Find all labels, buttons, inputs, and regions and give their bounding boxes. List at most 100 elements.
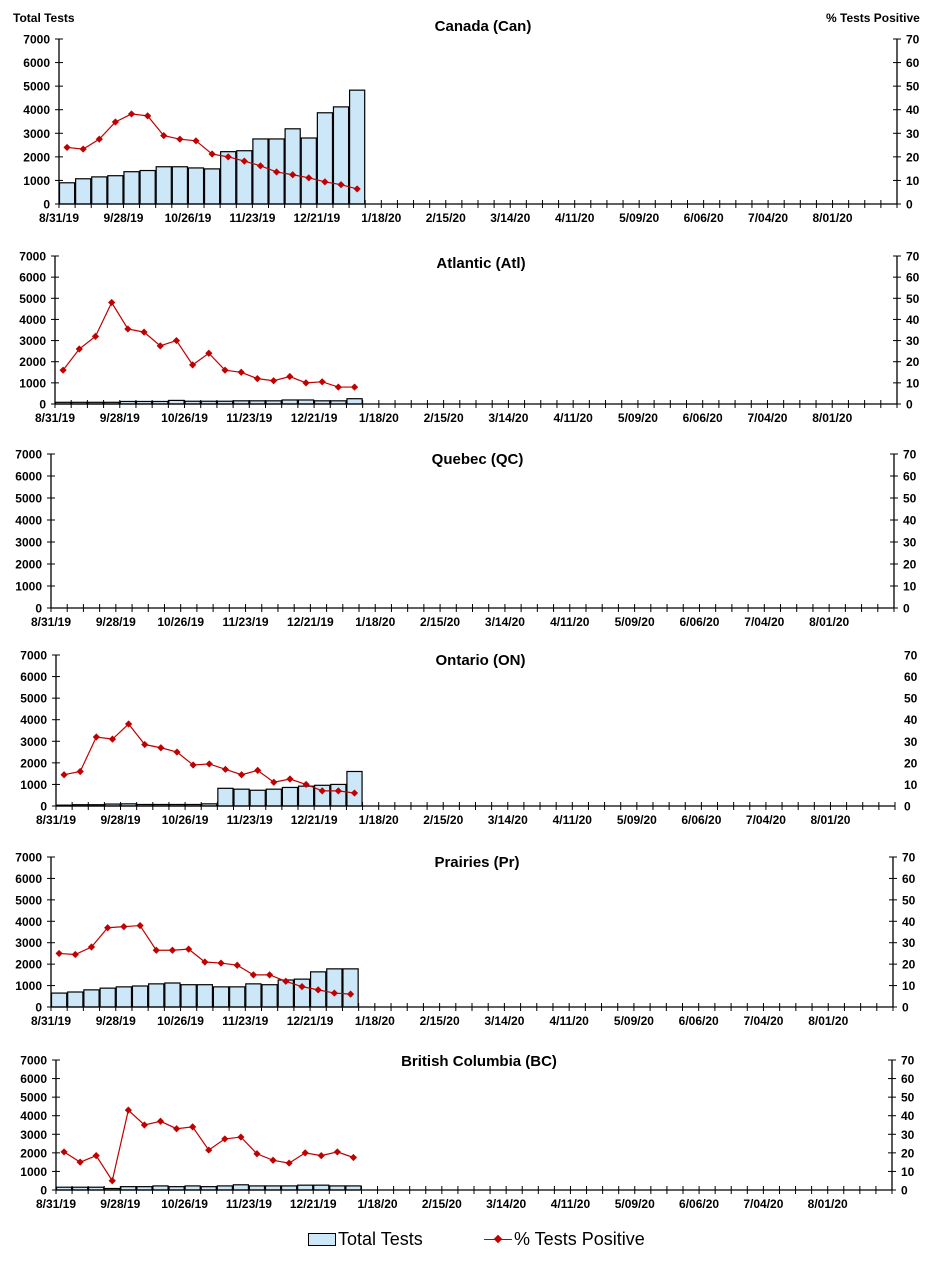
legend-label-percent-positive: % Tests Positive xyxy=(514,1229,645,1249)
x-tick-label: 10/26/19 xyxy=(157,615,204,629)
x-tick-label: 5/09/20 xyxy=(618,411,658,425)
x-tick-label: 11/23/19 xyxy=(226,1197,272,1211)
left-y-tick-label: 7000 xyxy=(19,250,46,264)
marker-percent-positive xyxy=(321,178,329,186)
bar-total-tests xyxy=(300,137,317,205)
x-tick-label: 2/15/20 xyxy=(422,1197,462,1211)
bar-total-tests xyxy=(115,986,133,1008)
x-tick-label: 9/28/19 xyxy=(101,813,141,827)
marker-percent-positive xyxy=(108,1177,116,1185)
x-tick-label: 5/09/20 xyxy=(614,1014,654,1028)
marker-percent-positive xyxy=(224,153,232,161)
right-y-tick-label: 40 xyxy=(901,1109,915,1123)
left-y-tick-label: 4000 xyxy=(23,103,50,117)
bar-total-tests xyxy=(217,787,234,807)
right-y-tick-label: 30 xyxy=(901,1128,915,1142)
x-tick-label: 7/04/20 xyxy=(748,211,788,225)
marker-percent-positive xyxy=(265,971,274,979)
marker-percent-positive xyxy=(63,143,71,152)
marker-percent-positive xyxy=(124,325,132,333)
left-y-tick-label: 3000 xyxy=(15,536,42,550)
left-y-tick-label: 6000 xyxy=(19,271,46,285)
marker-percent-positive xyxy=(301,1149,309,1157)
marker-percent-positive xyxy=(60,1148,68,1156)
marker-percent-positive xyxy=(270,778,278,786)
left-y-tick-label: 6000 xyxy=(20,670,47,684)
x-tick-label: 10/26/19 xyxy=(161,411,208,425)
right-y-tick-label: 70 xyxy=(904,649,918,663)
marker-percent-positive xyxy=(157,744,165,752)
x-tick-label: 1/18/20 xyxy=(359,411,399,425)
marker-percent-positive xyxy=(152,946,160,954)
x-tick-label: 9/28/19 xyxy=(100,1197,140,1211)
left-y-tick-label: 6000 xyxy=(15,470,42,484)
marker-percent-positive xyxy=(334,787,342,795)
left-y-tick-label: 0 xyxy=(43,198,50,212)
marker-percent-positive xyxy=(221,765,230,773)
marker-percent-positive xyxy=(76,767,84,776)
right-y-tick-label: 10 xyxy=(906,376,920,390)
marker-percent-positive xyxy=(189,1123,197,1131)
marker-percent-positive xyxy=(269,377,278,385)
left-y-tick-label: 1000 xyxy=(15,979,42,993)
bar-total-tests xyxy=(232,1184,250,1191)
x-tick-label: 4/11/20 xyxy=(553,411,593,425)
x-tick-label: 8/31/19 xyxy=(39,211,79,225)
chart-title: Ontario (ON) xyxy=(436,652,526,669)
marker-percent-positive xyxy=(92,733,100,741)
x-tick-label: 5/09/20 xyxy=(615,1197,655,1211)
marker-percent-positive xyxy=(172,336,181,345)
marker-percent-positive xyxy=(256,162,265,170)
bar-total-tests xyxy=(155,166,172,205)
bar-total-tests xyxy=(212,986,230,1008)
right-y-tick-label: 60 xyxy=(906,271,920,285)
chart-panel-british-columbia: British Columbia (BC) 0 1000 2000 3000 4000 50… xyxy=(20,1053,914,1211)
marker-percent-positive xyxy=(282,977,290,985)
marker-percent-positive xyxy=(192,137,200,145)
bar-total-tests xyxy=(123,171,140,205)
marker-percent-positive xyxy=(108,298,116,307)
left-y-tick-label: 5000 xyxy=(20,692,47,706)
x-tick-label: 1/18/20 xyxy=(359,813,399,827)
left-y-tick-label: 7000 xyxy=(20,649,47,663)
bar-total-tests xyxy=(180,984,197,1008)
left-axis-title: Total Tests xyxy=(13,11,75,25)
bar-total-tests xyxy=(139,169,156,205)
right-axis-title: % Tests Positive xyxy=(826,11,920,25)
marker-percent-positive xyxy=(79,145,87,153)
bar-total-tests xyxy=(313,1184,330,1191)
marker-percent-positive xyxy=(87,943,96,951)
x-tick-label: 4/11/20 xyxy=(550,615,590,629)
right-y-tick-label: 20 xyxy=(902,958,916,972)
marker-percent-positive xyxy=(305,174,313,182)
marker-percent-positive xyxy=(136,921,144,930)
x-tick-label: 4/11/20 xyxy=(549,1014,589,1028)
marker-percent-positive xyxy=(249,971,258,979)
x-tick-label: 5/09/20 xyxy=(619,211,659,225)
marker-percent-positive xyxy=(172,1125,181,1133)
marker-percent-positive xyxy=(333,1148,341,1156)
bar-total-tests xyxy=(346,770,363,807)
x-tick-label: 8/01/20 xyxy=(812,411,852,425)
left-y-tick-label: 7000 xyxy=(15,851,42,865)
right-y-tick-label: 0 xyxy=(904,800,911,814)
x-tick-label: 8/01/20 xyxy=(808,1014,848,1028)
bar-total-tests xyxy=(265,788,282,807)
right-y-tick-label: 30 xyxy=(906,127,920,141)
marker-percent-positive xyxy=(205,1146,213,1154)
bar-total-tests xyxy=(316,112,334,205)
bar-total-tests xyxy=(284,128,301,205)
marker-percent-positive xyxy=(286,775,294,783)
marker-percent-positive xyxy=(95,135,103,143)
marker-percent-positive xyxy=(253,1150,261,1158)
marker-percent-positive xyxy=(269,1156,277,1164)
bar-total-tests xyxy=(58,182,76,205)
bar-total-tests xyxy=(196,984,214,1008)
x-tick-label: 8/31/19 xyxy=(31,615,71,629)
right-y-tick-label: 50 xyxy=(902,893,916,907)
legend-item-total-tests: Total Tests xyxy=(308,1229,423,1250)
x-tick-label: 4/11/20 xyxy=(553,813,593,827)
right-y-tick-label: 50 xyxy=(904,692,918,706)
right-y-tick-label: 30 xyxy=(903,536,917,550)
left-y-tick-label: 7000 xyxy=(23,33,50,47)
